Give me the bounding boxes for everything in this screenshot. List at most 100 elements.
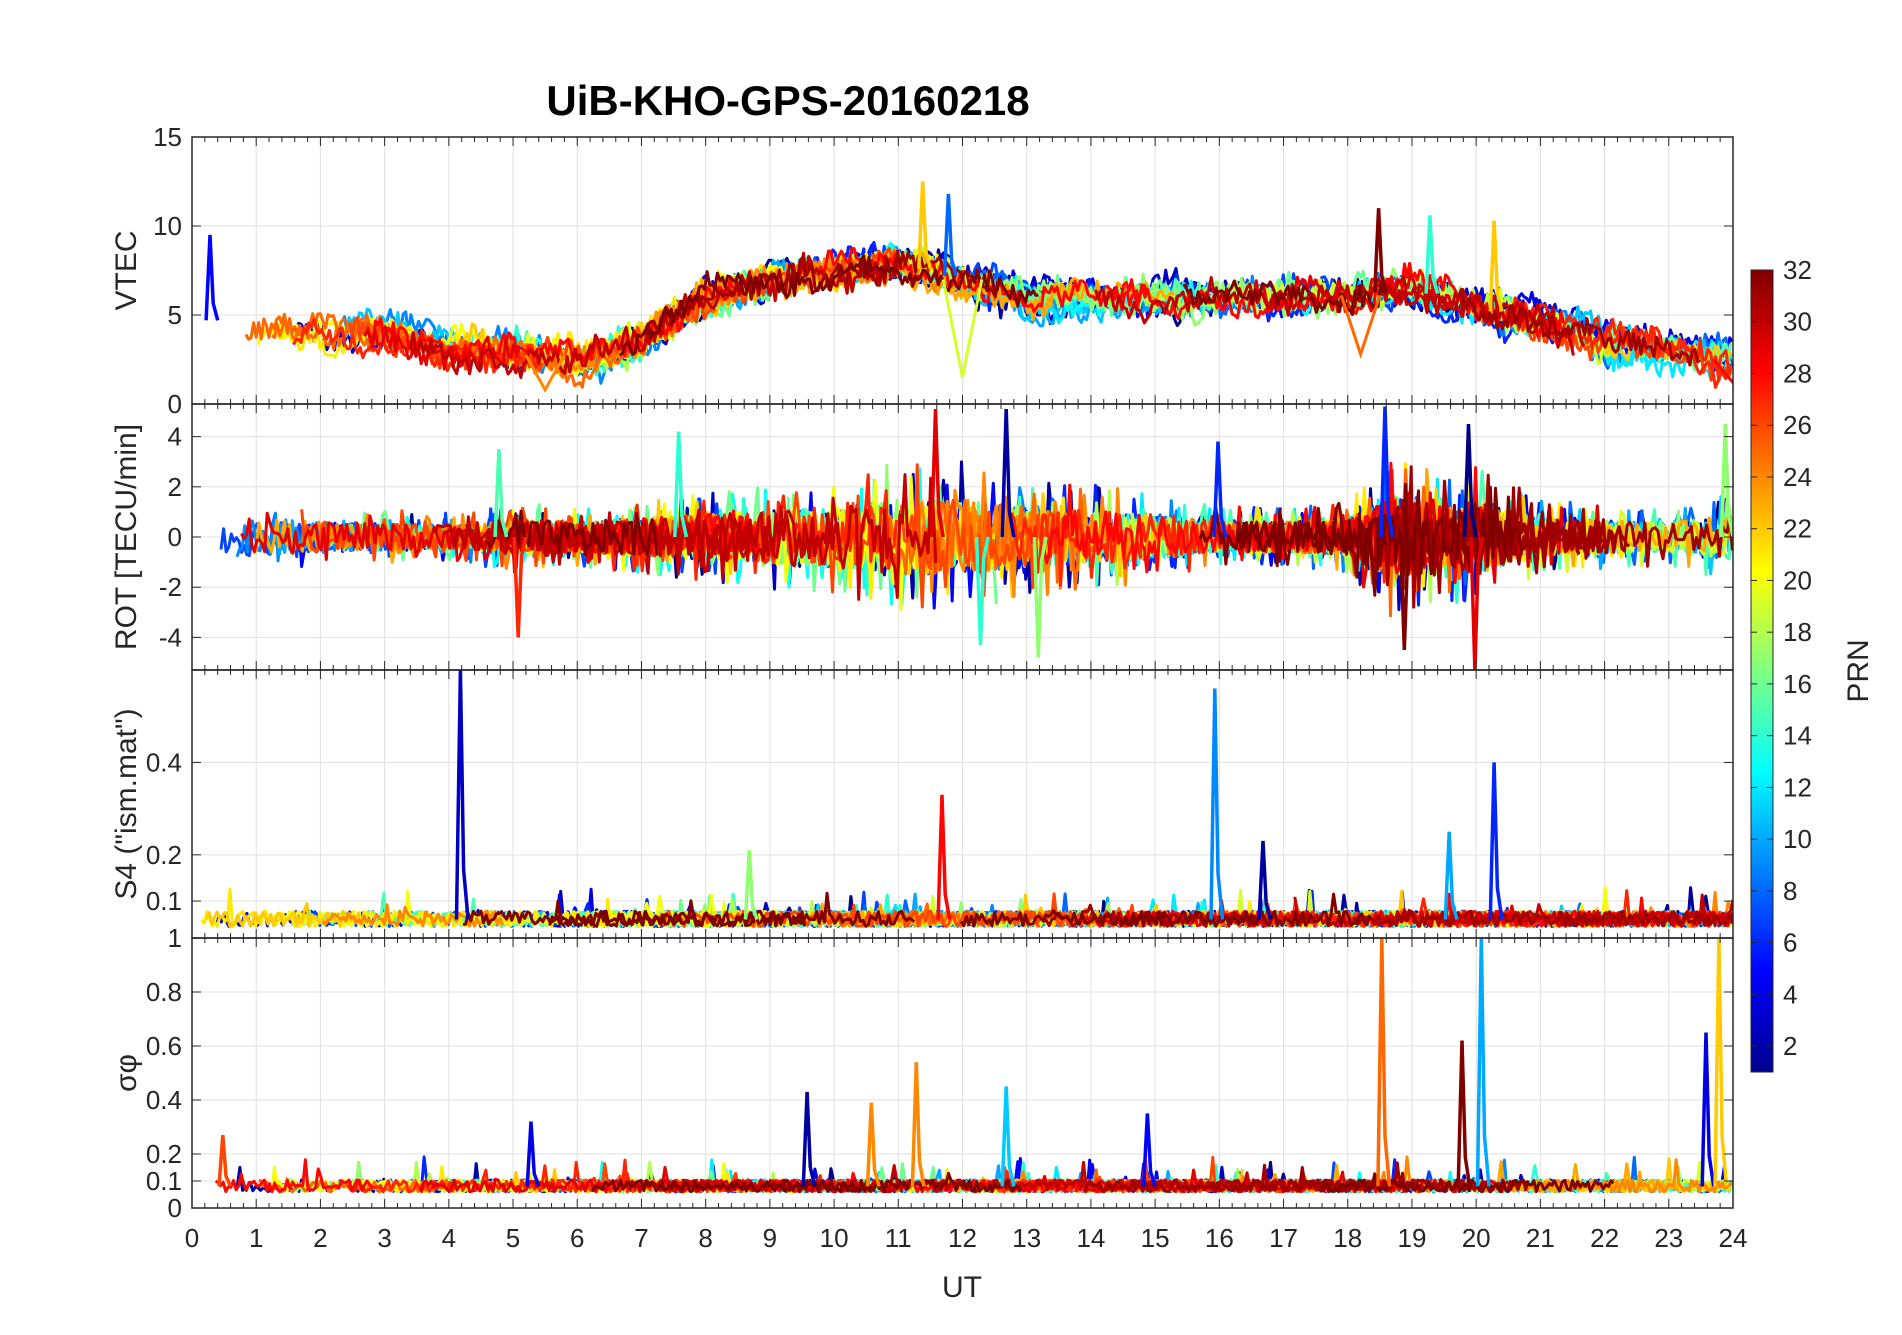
x-tick-label: 16: [1205, 1223, 1234, 1253]
x-tick-label: 4: [442, 1223, 456, 1253]
y-tick-label: -4: [159, 622, 182, 652]
prn-29-trace: [419, 1177, 741, 1194]
y-tick-label: 10: [153, 211, 182, 241]
peak-mark: [801, 1091, 817, 1187]
peak-mark: [1209, 688, 1225, 920]
prn-32-trace: [590, 1178, 877, 1194]
dip-mark: [524, 354, 566, 393]
peak-mark: [917, 181, 933, 270]
dip-mark: [1339, 294, 1382, 360]
peak-mark: [1719, 424, 1733, 538]
peak-mark: [936, 794, 952, 920]
y-tick-label: 0: [168, 1193, 182, 1223]
x-axis-label: UT: [942, 1271, 982, 1304]
y-tick-label: 4: [168, 422, 182, 452]
panel-series-group: [204, 181, 1733, 393]
colorbar-gradient: [1750, 269, 1774, 1073]
colorbar-tick-label: 22: [1783, 514, 1812, 544]
y-tick-label: 0: [168, 389, 182, 419]
x-tick-label: 11: [885, 1223, 912, 1253]
panel-1: 0 5 10 15 VTEC: [110, 122, 1734, 419]
prn-31-trace: [1457, 288, 1701, 367]
peak-mark: [1000, 1086, 1016, 1187]
x-tick-label: 0: [185, 1223, 199, 1253]
peak-mark: [1469, 536, 1485, 670]
peak-mark: [673, 431, 689, 538]
x-tick-label: 5: [506, 1223, 520, 1253]
panel-4: 00.10.2 0.4 0.6 0.8 1 σφ: [110, 923, 1734, 1223]
prn-31-trace: [1206, 1163, 1382, 1193]
peak-mark: [1379, 406, 1395, 538]
peak-mark: [493, 449, 509, 538]
panel-series-group: [200, 670, 1733, 928]
x-tick-label: 10: [820, 1223, 849, 1253]
x-tick-label: 2: [313, 1223, 327, 1253]
y-axis-label: VTEC: [110, 230, 143, 310]
peak-mark: [217, 1134, 233, 1188]
colorbar-tick-label: 28: [1783, 358, 1812, 388]
colorbar-tick-label: 8: [1783, 876, 1797, 906]
colorbar-tick-label: 26: [1783, 410, 1812, 440]
y-tick-label: -2: [159, 572, 182, 602]
peak-mark: [1372, 208, 1388, 294]
colorbar-tick-label: 12: [1783, 772, 1812, 802]
colorbar-label: PRN: [1842, 639, 1875, 702]
peak-mark: [1700, 1032, 1716, 1187]
y-axis-label: σφ: [110, 1054, 143, 1092]
y-axis-label: ROT [TECU/min]: [110, 424, 143, 650]
y-tick-label: 1: [168, 923, 182, 953]
peak-mark: [942, 193, 958, 277]
prn-31-trace: [644, 249, 1000, 336]
y-tick-label: 2: [168, 472, 182, 502]
prn-30-trace: [1381, 282, 1575, 356]
peak-mark: [1713, 938, 1729, 1187]
x-tick-label: 18: [1333, 1223, 1362, 1253]
dip-mark: [941, 279, 984, 378]
x-tick-label: 9: [763, 1223, 777, 1253]
y-tick-label: 0.2: [146, 840, 182, 870]
y-tick-label: 15: [153, 122, 182, 152]
peak-mark: [865, 1102, 881, 1187]
colorbar-tick-label: 2: [1783, 1031, 1797, 1061]
x-tick-label: 22: [1590, 1223, 1619, 1253]
colorbar-tick-label: 10: [1783, 824, 1812, 854]
chart-title: UiB-KHO-GPS-20160218: [546, 77, 1029, 124]
prn-32-trace: [1317, 1172, 1615, 1194]
x-tick-label: 1: [249, 1223, 263, 1253]
dip-mark: [1712, 358, 1733, 385]
peak-mark: [1424, 215, 1440, 295]
y-tick-label: 0.4: [146, 1085, 182, 1115]
peak-mark: [1000, 408, 1016, 538]
y-tick-label: 0.8: [146, 977, 182, 1007]
peak-mark: [1212, 441, 1228, 538]
x-tick-label: 14: [1076, 1223, 1105, 1253]
peak-mark: [974, 536, 990, 645]
colorbar-tick-label: 32: [1783, 255, 1812, 285]
colorbar-tick-label: 20: [1783, 565, 1812, 595]
panel-3: 0.1 0.2 0.4S4 ("ism.mat"): [110, 669, 1734, 939]
prn-32-trace: [462, 899, 807, 928]
peak-mark: [1488, 762, 1504, 920]
prn-32-trace: [486, 509, 659, 557]
peak-mark: [1032, 536, 1048, 658]
prn-31-trace: [1352, 908, 1733, 928]
prn-32-trace: [548, 891, 916, 928]
prn-32-trace: [959, 892, 1371, 928]
peak-mark: [204, 234, 220, 321]
prn-32-trace: [1182, 279, 1385, 317]
prn-32-trace: [618, 254, 1039, 357]
x-tick-label: 24: [1719, 1223, 1748, 1253]
colorbar-tick-label: 14: [1783, 721, 1812, 751]
colorbar-tick-label: 6: [1783, 928, 1797, 958]
peak-mark: [1488, 220, 1504, 312]
y-axis-label: S4 ("ism.mat"): [110, 708, 143, 899]
y-tick-label: 5: [168, 300, 182, 330]
x-tick-label: 8: [698, 1223, 712, 1253]
prn-24-trace: [321, 903, 505, 928]
colorbar-tick-label: 30: [1783, 307, 1812, 337]
x-tick-label: 3: [377, 1223, 391, 1253]
